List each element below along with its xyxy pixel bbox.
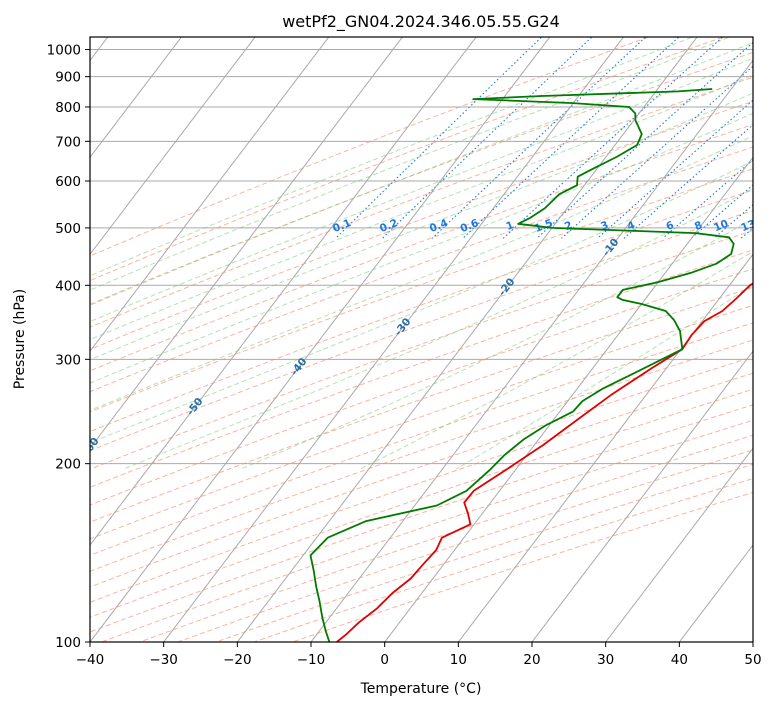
mixing-ratio-label: 6 (664, 219, 675, 233)
mixing-ratio-line (662, 159, 753, 239)
y-axis: 100 200 300 400 500 600 700 800 900 1000 (47, 43, 90, 651)
dry-adiabat (252, 478, 753, 642)
mixing-ratio-lines (335, 37, 753, 239)
dry-adiabat (90, 388, 753, 618)
mixing-ratio-label: 4 (626, 219, 637, 233)
moist-adiabat (90, 57, 753, 323)
y-tick-label: 900 (55, 70, 81, 86)
moist-adiabat (90, 37, 694, 277)
x-axis-title: Temperature (°C) (360, 681, 482, 697)
isotherm-line (163, 37, 625, 642)
x-tick-label: 50 (744, 652, 761, 668)
isotherm-line (90, 37, 183, 159)
dry-adiabat (290, 491, 753, 642)
mixing-ratio-line (381, 37, 593, 239)
sounding-profiles (309, 88, 753, 642)
x-tick-label: −10 (297, 652, 326, 668)
y-tick-label: 1000 (47, 43, 81, 59)
moist-adiabat (90, 41, 753, 306)
chart-title: wetPf2_GN04.2024.346.05.55.G24 (282, 12, 560, 32)
moist-adiabat (90, 135, 753, 411)
dry-adiabat (100, 419, 753, 642)
moist-adiabat (90, 160, 753, 444)
mixing-ratio-label: 13 (739, 218, 757, 235)
isotherm-line (90, 37, 330, 353)
mixing-ratio-label: 10 (712, 218, 730, 235)
moist-adiabat (456, 284, 753, 470)
dry-adiabat (90, 404, 753, 633)
mixing-ratio-label: 1 (504, 219, 515, 233)
isotherm-line (678, 544, 753, 642)
mixing-ratio-label: 2 (563, 219, 574, 233)
isotherm-line (236, 37, 698, 642)
isotherm-line (90, 37, 256, 256)
isotherm-label: -60 (81, 435, 102, 457)
y-tick-label: 300 (55, 352, 81, 368)
dry-adiabat (90, 209, 753, 452)
isotherm-line (605, 447, 753, 642)
x-tick-label: −20 (223, 652, 252, 668)
mixing-ratio-line (561, 65, 753, 239)
isotherm-line (310, 59, 753, 642)
dry-adiabat (138, 434, 753, 642)
x-tick-label: 40 (671, 652, 688, 668)
mixing-ratio-line (431, 37, 647, 239)
y-tick-label: 600 (55, 174, 81, 190)
dry-adiabat (90, 123, 753, 372)
y-axis-title: Pressure (hPa) (12, 289, 28, 389)
mixing-ratio-label: 3 (599, 219, 610, 233)
dry-adiabat (214, 463, 753, 642)
mixing-ratio-line (536, 41, 753, 239)
mixing-ratio-label: 8 (693, 219, 704, 233)
x-tick-label: 10 (450, 652, 467, 668)
dry-adiabat (90, 229, 753, 470)
dry-adiabat (176, 449, 753, 642)
plot-frame (89, 36, 754, 643)
isotherm-line (90, 37, 404, 449)
temperature-profile (336, 282, 753, 642)
moist-adiabat (90, 92, 753, 361)
y-tick-label: 500 (55, 221, 81, 237)
dry-adiabat (90, 304, 753, 540)
mixing-ratio-line (597, 99, 753, 239)
x-axis: −40 −30 −20 −10 0 10 20 30 40 50 (76, 642, 762, 668)
isotherm-line (90, 37, 551, 642)
y-tick-label: 100 (55, 635, 81, 651)
moist-adiabat (123, 188, 753, 470)
dry-adiabat (90, 372, 753, 603)
dewpoint-profile (309, 88, 735, 642)
pressure-gridlines (90, 49, 753, 642)
x-tick-label: −30 (149, 652, 178, 668)
dry-adiabat (90, 100, 753, 350)
y-tick-label: 800 (55, 100, 81, 116)
y-tick-label: 700 (55, 134, 81, 150)
background-lines (90, 37, 753, 642)
y-tick-label: 400 (55, 278, 81, 294)
x-tick-label: 20 (523, 652, 540, 668)
isotherm-line (90, 37, 477, 546)
x-tick-label: 30 (597, 652, 614, 668)
isotherm-line (384, 156, 753, 642)
x-tick-label: −40 (76, 652, 105, 668)
moist-adiabat (90, 74, 753, 341)
mixing-ratio-line (335, 37, 543, 239)
mixing-ratio-line (462, 37, 680, 239)
dry-adiabat (90, 268, 753, 506)
x-tick-label: 0 (380, 652, 389, 668)
dry-adiabat (90, 168, 753, 413)
y-tick-label: 200 (55, 457, 81, 473)
